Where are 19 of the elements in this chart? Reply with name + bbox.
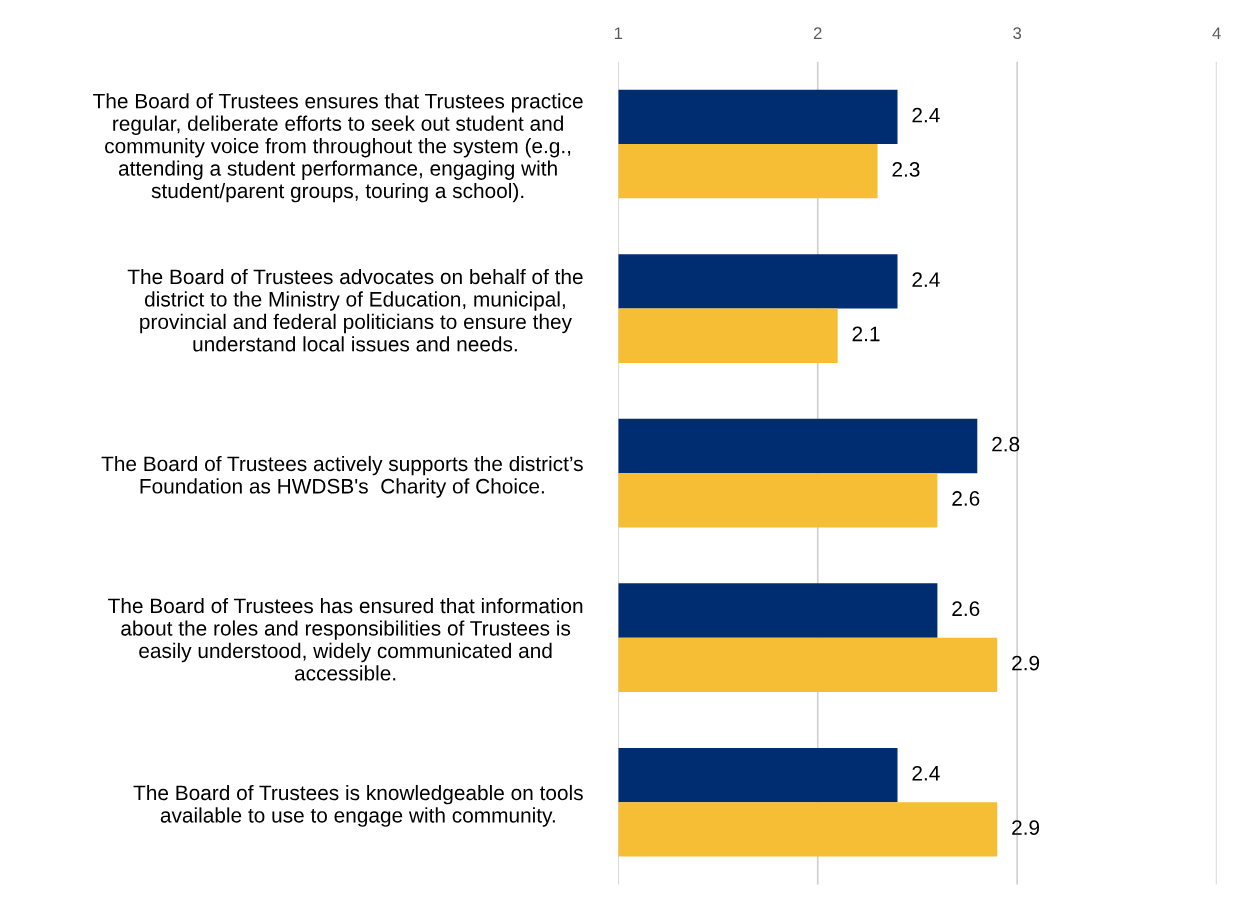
data-label: 2.6 [952, 601, 980, 617]
data-label: 2.6 [952, 491, 980, 506]
data-label: 2.4 [912, 107, 940, 123]
y-tick-label: The Board of Trustees ensures that Trustees practice regular, deliberate efforts to seek out student and community voice from throughout the system (e.g., attending a student performance, engaging with student/parent groups, touring a school). [93, 93, 583, 203]
y-tick-label: The Board of Trustees is knowledgeable on tools available to use to engage with community. [133, 784, 583, 827]
x-tick-label: 3 [1013, 27, 1022, 40]
data-label: 2.4 [912, 272, 940, 287]
data-label: 2.4 [912, 765, 940, 781]
data-label: 2.3 [892, 162, 920, 177]
data-label: 2.9 [1012, 820, 1040, 835]
data-label: 2.1 [852, 326, 880, 342]
x-tick-label: 2 [813, 27, 822, 39]
data-label: 2.8 [992, 436, 1020, 452]
y-tick-label: The Board of Trustees actively supports the district’s Foundation as HWDSB's Charity of Choice. [101, 455, 583, 498]
x-tick-label: 4 [1212, 27, 1221, 39]
y-tick-label: The Board of Trustees advocates on behalf of the district to the Ministry of Education, municipal, provincial and federal politicians to ensure they understand local issues and needs. [127, 268, 583, 352]
y-tick-label: The Board of Trustees has ensured that information about the roles and responsibilities of Trustees is easily understood, widely communicated and accessible. [108, 597, 583, 681]
data-label: 2.9 [1012, 655, 1040, 671]
x-tick-label: 1 [614, 27, 623, 39]
